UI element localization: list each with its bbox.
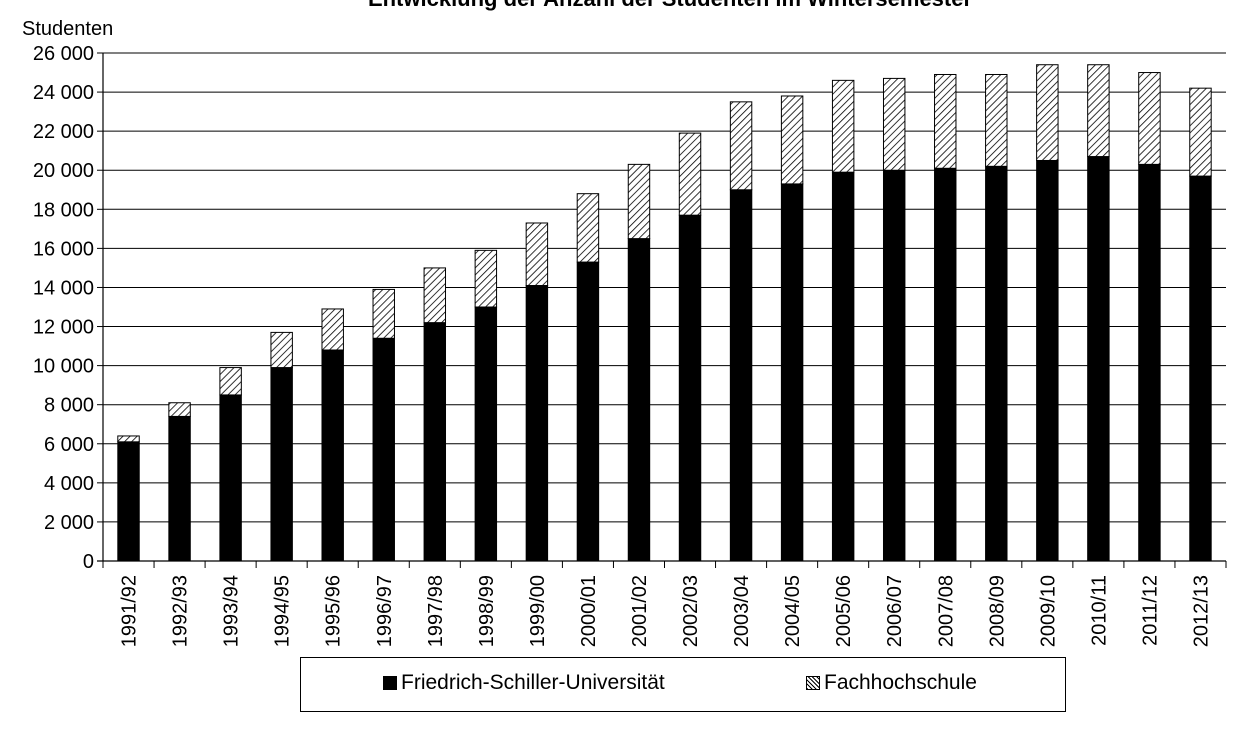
bar-universitaet — [372, 337, 395, 562]
y-tick-label: 12 000 — [33, 317, 94, 339]
x-tick-label: 2010/11 — [1088, 575, 1110, 646]
x-tick-label: 2012/13 — [1190, 575, 1212, 647]
bar-universitaet — [219, 394, 242, 562]
axes — [97, 52, 1227, 568]
bar-universitaet — [780, 183, 804, 562]
x-tick-labels: 1991/92 1992/93 1993/94 1994/95 1995/96 1996/… — [119, 575, 1213, 647]
legend-swatch-hatched — [806, 676, 820, 690]
chart-title: Entwicklung der Anzahl der Studenten im … — [368, 0, 973, 11]
legend-label-universitaet: Friedrich-Schiller-Universität — [401, 671, 665, 694]
bar-universitaet — [1087, 156, 1110, 562]
bar-fachhochschule — [729, 101, 753, 191]
x-tick-label: 2011/12 — [1139, 575, 1161, 646]
bars — [117, 64, 1212, 562]
bar-universitaet — [882, 169, 906, 562]
x-tick-label: 1996/97 — [374, 575, 396, 647]
x-tick-label: 1997/98 — [425, 575, 447, 647]
y-tick-label: 18 000 — [33, 199, 94, 221]
bar-universitaet — [627, 238, 651, 562]
y-tick-label: 6 000 — [44, 434, 94, 456]
x-tick-label: 1992/93 — [170, 575, 192, 647]
bar-fachhochschule — [372, 288, 395, 339]
bar-fachhochschule — [985, 73, 1008, 167]
x-tick-label: 2009/10 — [1037, 575, 1059, 647]
legend-item-universitaet: Friedrich-Schiller-Universität — [383, 671, 665, 695]
bar-universitaet — [729, 189, 753, 562]
y-tick-label: 2 000 — [44, 512, 94, 534]
x-tick-label: 1998/99 — [476, 575, 498, 647]
x-tick-label: 1994/95 — [272, 575, 294, 647]
y-axis-label: Studenten — [22, 18, 113, 40]
bar-universitaet — [168, 415, 191, 562]
y-tick-label: 16 000 — [33, 238, 94, 260]
legend: Friedrich-Schiller-Universität Fachhochs… — [300, 657, 1066, 712]
y-tick-label: 22 000 — [33, 121, 94, 143]
y-tick-label: 8 000 — [44, 395, 94, 417]
legend-label-fachhochschule: Fachhochschule — [824, 671, 977, 694]
bar-universitaet — [117, 441, 140, 562]
x-tick-label: 2003/04 — [731, 575, 753, 647]
y-tick-label: 20 000 — [33, 160, 94, 182]
legend-swatch-solid — [383, 676, 397, 690]
bar-universitaet — [321, 349, 344, 562]
bar-fachhochschule — [882, 77, 906, 171]
x-tick-label: 2000/01 — [578, 575, 600, 647]
bar-fachhochschule — [270, 331, 293, 369]
legend-item-fachhochschule: Fachhochschule — [806, 671, 977, 695]
bar-fachhochschule — [117, 435, 140, 443]
bar-fachhochschule — [831, 79, 855, 173]
bar-fachhochschule — [321, 308, 344, 351]
bar-universitaet — [831, 171, 855, 562]
x-tick-label: 2002/03 — [680, 575, 702, 647]
bar-universitaet — [525, 285, 549, 562]
bar-universitaet — [270, 367, 293, 562]
bar-universitaet — [474, 306, 498, 562]
x-tick-label: 2004/05 — [782, 575, 804, 647]
bar-fachhochschule — [525, 222, 549, 287]
bar-fachhochschule — [168, 402, 191, 417]
bar-fachhochschule — [934, 73, 957, 169]
bar-universitaet — [576, 261, 600, 562]
x-tick-label: 2008/09 — [986, 575, 1008, 647]
bar-fachhochschule — [1036, 64, 1059, 161]
y-tick-label: 10 000 — [33, 356, 94, 378]
bar-fachhochschule — [627, 163, 651, 240]
bar-fachhochschule — [219, 367, 242, 396]
x-tick-label: 2007/08 — [935, 575, 957, 647]
bar-universitaet — [934, 167, 957, 562]
bar-fachhochschule — [1087, 64, 1110, 158]
x-tick-label: 1991/92 — [119, 575, 141, 647]
bar-fachhochschule — [576, 193, 600, 263]
bar-fachhochschule — [1138, 72, 1161, 165]
y-tick-label: 4 000 — [44, 473, 94, 495]
bar-fachhochschule — [780, 95, 804, 185]
bar-fachhochschule — [1189, 87, 1212, 177]
bar-fachhochschule — [474, 249, 498, 308]
y-tick-labels: 0 2 000 4 000 6 000 8 000 10 000 12 000 14 000 1… — [33, 43, 94, 573]
x-tick-label: 1995/96 — [323, 575, 345, 647]
x-tick-label: 2005/06 — [833, 575, 855, 647]
bar-fachhochschule — [423, 267, 447, 324]
bar-universitaet — [423, 322, 447, 562]
y-tick-label: 26 000 — [33, 43, 94, 65]
x-tick-label: 2001/02 — [629, 575, 651, 647]
x-tick-label: 1999/00 — [527, 575, 549, 647]
x-tick-label: 2006/07 — [884, 575, 906, 647]
bar-fachhochschule — [678, 132, 702, 216]
bar-universitaet — [1036, 159, 1059, 562]
y-tick-label: 14 000 — [33, 277, 94, 299]
bar-universitaet — [678, 214, 702, 562]
bar-universitaet — [985, 165, 1008, 562]
y-tick-label: 24 000 — [33, 82, 94, 104]
bar-universitaet — [1138, 163, 1161, 562]
x-tick-label: 1993/94 — [221, 575, 243, 647]
y-tick-label: 0 — [83, 551, 94, 573]
bar-universitaet — [1189, 175, 1212, 562]
